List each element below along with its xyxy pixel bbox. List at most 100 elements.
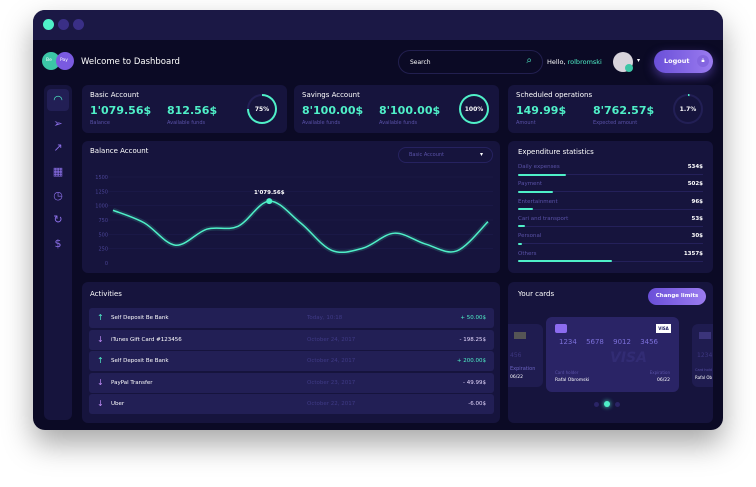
calendar-icon[interactable]: ▦ <box>52 165 64 178</box>
account-dropdown[interactable]: Basic Account ▾ <box>398 147 493 163</box>
expenditure-bar <box>518 208 533 211</box>
expenditure-bar <box>518 225 526 228</box>
expenditure-label: Payment <box>518 181 543 188</box>
search-input[interactable]: Search <box>410 59 431 66</box>
carousel-dot-2[interactable] <box>604 401 610 407</box>
logout-button[interactable]: Logout 🔒︎ <box>654 50 713 73</box>
chip-icon <box>555 324 567 333</box>
data-point[interactable] <box>266 198 273 205</box>
expenditure-label: Personal <box>518 233 542 240</box>
expenditure-label: Daily expenses <box>518 164 560 170</box>
highlight-label: 1'079.56$ <box>254 190 285 196</box>
card-holder-name: Rafal Obromski <box>555 378 590 383</box>
activity-row[interactable]: ↑ Self Deposit Be Bank Today, 10:18 + 50… <box>89 308 494 328</box>
expenditure-item: Payment 502$ <box>518 179 703 196</box>
expenditure-value: 1357$ <box>683 250 703 257</box>
search-box[interactable]: Search ⌕ <box>398 50 543 74</box>
y-tick-label: 1500 <box>95 175 108 181</box>
activities-panel: Activities ↑ Self Deposit Be Bank Today,… <box>82 282 500 423</box>
activity-amount: + 200.00$ <box>456 358 486 365</box>
card-number-partial: 456 <box>510 352 522 359</box>
window-dot-close[interactable] <box>43 19 54 30</box>
arrow-down-icon: ↓ <box>97 377 104 387</box>
credit-card[interactable]: VISA 1234 5678 9012 3456 VISA Card holde… <box>546 317 679 392</box>
stopwatch-icon[interactable]: ◷ <box>53 189 63 202</box>
window-dot-maximize[interactable] <box>73 19 84 30</box>
your-cards-panel: Your cards Change limits 456 Expiration … <box>508 282 713 423</box>
activity-name: iTunes Gift Card #123456 <box>111 336 182 343</box>
expenditure-label: Cari and transport <box>518 215 569 222</box>
change-limits-button[interactable]: Change limits <box>648 288 706 305</box>
account-value-primary: 1'079.56$ <box>90 104 152 117</box>
cards-title: Your cards <box>518 290 555 298</box>
activity-amount: + 50.00$ <box>460 315 486 321</box>
greeting-text: Hello, <box>547 58 566 66</box>
expenditure-item: Others 1357$ <box>518 249 703 266</box>
avatar[interactable] <box>613 52 633 72</box>
activity-date: Today, 10:18 <box>307 315 343 321</box>
carousel-dot-1[interactable] <box>594 402 599 407</box>
expenditure-item: Daily expenses 534$ <box>518 162 703 179</box>
y-tick-label: 500 <box>98 232 108 238</box>
activity-row[interactable]: ↓ Uber October 22, 2017 -6.00$ <box>89 394 494 415</box>
dashboard-gauge-icon[interactable]: ◠ <box>47 89 69 111</box>
y-tick-label: 1250 <box>95 189 108 195</box>
account-title: Basic Account <box>90 91 140 99</box>
activity-row[interactable]: ↑ Self Deposit Be Bank October 24, 2017 … <box>89 351 494 372</box>
app-window: Be Pay Welcome to Dashboard Search ⌕ Hel… <box>33 10 723 430</box>
account-value-secondary: 8'100.00$ <box>379 104 441 117</box>
user-greeting: Hello, rolbromski <box>547 58 602 66</box>
visa-logo-icon <box>514 332 526 339</box>
account-value-primary: 149.99$ <box>516 104 567 117</box>
card-prev[interactable]: 456 Expiration 06/22 <box>508 324 543 387</box>
chart-icon[interactable]: ↗ <box>53 141 63 154</box>
logout-label: Logout <box>664 57 690 65</box>
account-card[interactable]: Basic Account 1'079.56$ Balance 812.56$ … <box>82 85 287 133</box>
account-value-secondary: 8'762.57$ <box>593 104 655 117</box>
window-dot-minimize[interactable] <box>58 19 69 30</box>
y-tick-label: 250 <box>98 247 108 253</box>
y-tick-label: 1000 <box>95 204 108 210</box>
expenditure-bar <box>518 190 554 193</box>
card-number: 1234 5678 9012 3456 <box>559 338 659 346</box>
progress-ring: 75% <box>247 94 277 124</box>
visa-watermark: VISA <box>610 350 647 366</box>
balance-chart-panel: Balance Account Basic Account ▾ 0 250 500 7… <box>82 141 500 273</box>
logo-pay-circle <box>56 52 74 70</box>
expenditure-item: Entertainment 96$ <box>518 197 703 214</box>
expenditure-label: Others <box>518 250 537 257</box>
series-line-glow <box>112 198 490 255</box>
activity-amount: - 49.99$ <box>463 379 486 386</box>
progress-ring: 1.7% <box>673 94 703 124</box>
series-line <box>112 200 489 254</box>
search-icon[interactable]: ⌕ <box>526 55 532 66</box>
activity-row[interactable]: ↓ iTunes Gift Card #123456 October 24, 2… <box>89 329 494 350</box>
logo-be-circle <box>42 52 60 70</box>
sidebar: ◠ ➢ ↗ ▦ ◷ ↻ $ <box>44 85 72 420</box>
send-icon[interactable]: ➢ <box>53 117 63 130</box>
account-card[interactable]: Scheduled operations 149.99$ Amount 8'76… <box>508 85 713 133</box>
activities-title: Activities <box>90 290 122 298</box>
activity-name: PayPal Transfer <box>111 379 153 386</box>
activity-row[interactable]: ↓ PayPal Transfer October 23, 2017 - 49.… <box>89 372 494 393</box>
dollar-click-icon[interactable]: $ <box>54 237 62 250</box>
progress-percent: 75% <box>249 96 275 122</box>
account-card[interactable]: Savings Account 8'100.00$ Available fund… <box>294 85 499 133</box>
account-title: Savings Account <box>302 91 360 99</box>
activity-name: Uber <box>111 401 125 408</box>
page-title: Welcome to Dashboard <box>81 57 180 67</box>
expiration-label: Expiration <box>649 370 670 375</box>
lock-icon: 🔒︎ <box>697 55 709 67</box>
activity-date: October 24, 2017 <box>307 358 356 365</box>
card-next[interactable]: 1234 Card hold Rafal Ob <box>692 324 713 387</box>
progress-percent: 1.7% <box>675 96 701 122</box>
expenditure-value: 30$ <box>691 233 703 240</box>
username[interactable]: rolbromski <box>567 58 602 66</box>
expenditure-title: Expenditure statistics <box>518 148 594 156</box>
expenditure-bar <box>518 173 567 176</box>
visa-logo-icon: VISA <box>656 324 671 333</box>
carousel-dot-3[interactable] <box>615 402 620 407</box>
chevron-down-icon[interactable]: ▾ <box>637 57 641 64</box>
refresh-icon[interactable]: ↻ <box>53 213 63 226</box>
card-holder-label: Card holder <box>555 370 579 375</box>
